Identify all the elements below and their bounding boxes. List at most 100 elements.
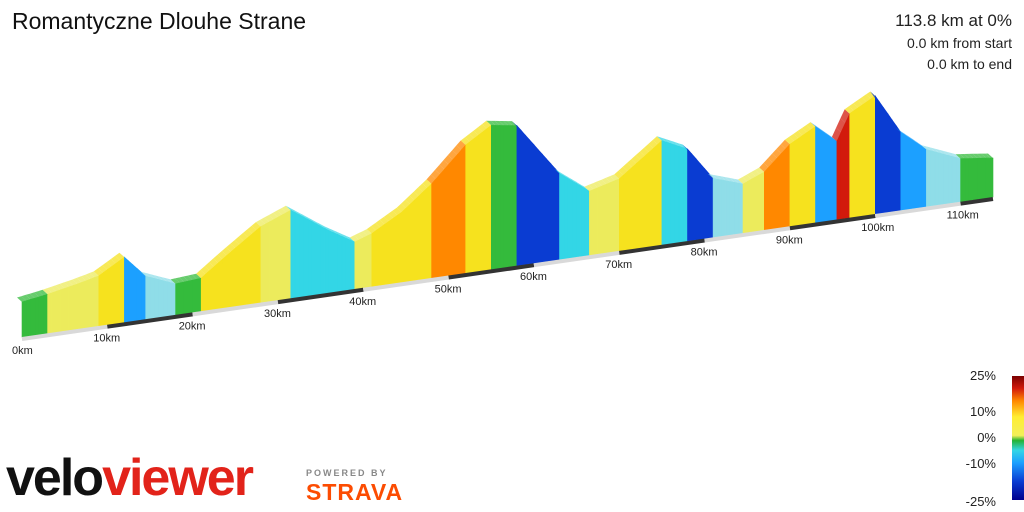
profile-segment [252,229,257,305]
profile-top-surface [358,231,368,238]
profile-segment [269,219,275,302]
distance-axis-band [448,263,535,280]
profile-segment [508,125,513,268]
profile-top-surface [708,173,718,180]
profile-top-surface [819,128,829,136]
profile-segment [124,256,129,323]
distance-tick-label: 110km [947,210,979,222]
profile-top-surface [955,154,965,159]
profile-top-surface [264,215,274,222]
profile-top-surface [772,149,782,159]
profile-top-surface [644,143,654,153]
profile-segment [725,180,731,236]
profile-top-surface [823,131,833,139]
profile-segment [793,137,799,227]
profile-top-surface [529,140,539,150]
profile-top-surface [38,289,48,296]
profile-top-surface [669,140,679,147]
profile-top-surface [674,141,684,148]
profile-segment [567,178,573,259]
distance-axis [21,197,994,341]
profile-top-surface [537,149,547,160]
profile-top-surface [157,276,168,282]
profile-top-surface [76,276,86,283]
profile-segment [554,167,560,261]
profile-segment [175,282,181,316]
profile-top-surface [162,277,172,283]
profile-segment [874,95,880,215]
profile-top-surface [511,121,522,131]
profile-segment [47,292,53,334]
profile-segment [311,221,317,296]
distance-tick-label: 90km [776,234,803,246]
profile-top-surface [435,164,445,175]
profile-segment [426,183,432,279]
profile-segment [499,125,505,269]
profile-segment [81,280,87,329]
profile-top-surface [976,153,987,159]
profile-top-surface [695,159,705,169]
profile-segment [51,290,57,334]
profile-top-surface [482,120,492,129]
profile-top-surface [883,109,893,121]
profile-top-surface [332,230,342,237]
profile-top-surface [29,292,40,299]
profile-segment [371,229,377,287]
profile-top-surface [806,122,816,130]
profile-segment [955,157,961,203]
profile-top-surface [516,125,526,136]
profile-top-surface [17,296,27,302]
profile-top-surface [614,170,624,179]
profile-segment [785,143,791,228]
profile-segment [704,167,710,239]
profile-top-surface [665,139,675,145]
profile-segment [798,134,804,226]
profile-segment [72,283,78,330]
profile-segment [435,173,441,278]
profile-segment [512,125,518,267]
profile-segment [226,251,232,308]
profile-segment [708,172,714,239]
profile-top-surface [887,115,897,127]
profile-segment [277,214,283,301]
profile-top-surface [605,176,615,183]
profile-top-surface [418,183,428,192]
profile-top-surface [947,151,957,158]
profile-top-surface [691,154,701,164]
distance-tick-label: 20km [179,320,206,332]
profile-top-surface [119,252,129,261]
profile-segment [196,277,202,313]
profile-segment [222,254,228,309]
profile-top-surface [302,214,313,222]
profile-top-surface [814,125,825,133]
profile-segment [819,129,825,223]
profile-segment [128,260,134,322]
profile-segment [606,181,612,254]
profile-segment [529,139,535,265]
profile-top-surface [413,187,423,197]
profile-top-surface [477,124,487,132]
profile-top-surface [725,177,735,183]
profile-top-surface [925,146,935,152]
grade-label-minus10: -10% [965,456,996,471]
profile-segment [840,122,846,220]
profile-top-surface [840,109,850,123]
profile-top-surface [349,235,359,242]
profile-top-surface [490,120,500,126]
profile-segment [25,298,31,337]
profile-top-surface [42,288,52,295]
profile-top-surface [277,208,287,215]
profile-segment [746,178,752,233]
profile-top-surface [221,247,231,256]
profile-top-surface [251,222,261,231]
profile-segment [883,107,889,214]
profile-top-surface [964,153,974,159]
profile-top-surface [93,268,104,276]
profile-segment [392,214,398,284]
profile-top-surface [610,174,620,181]
profile-segment [482,127,488,271]
profile-top-surface [328,228,338,235]
distance-axis-band [874,201,961,218]
profile-top-surface [170,278,180,284]
